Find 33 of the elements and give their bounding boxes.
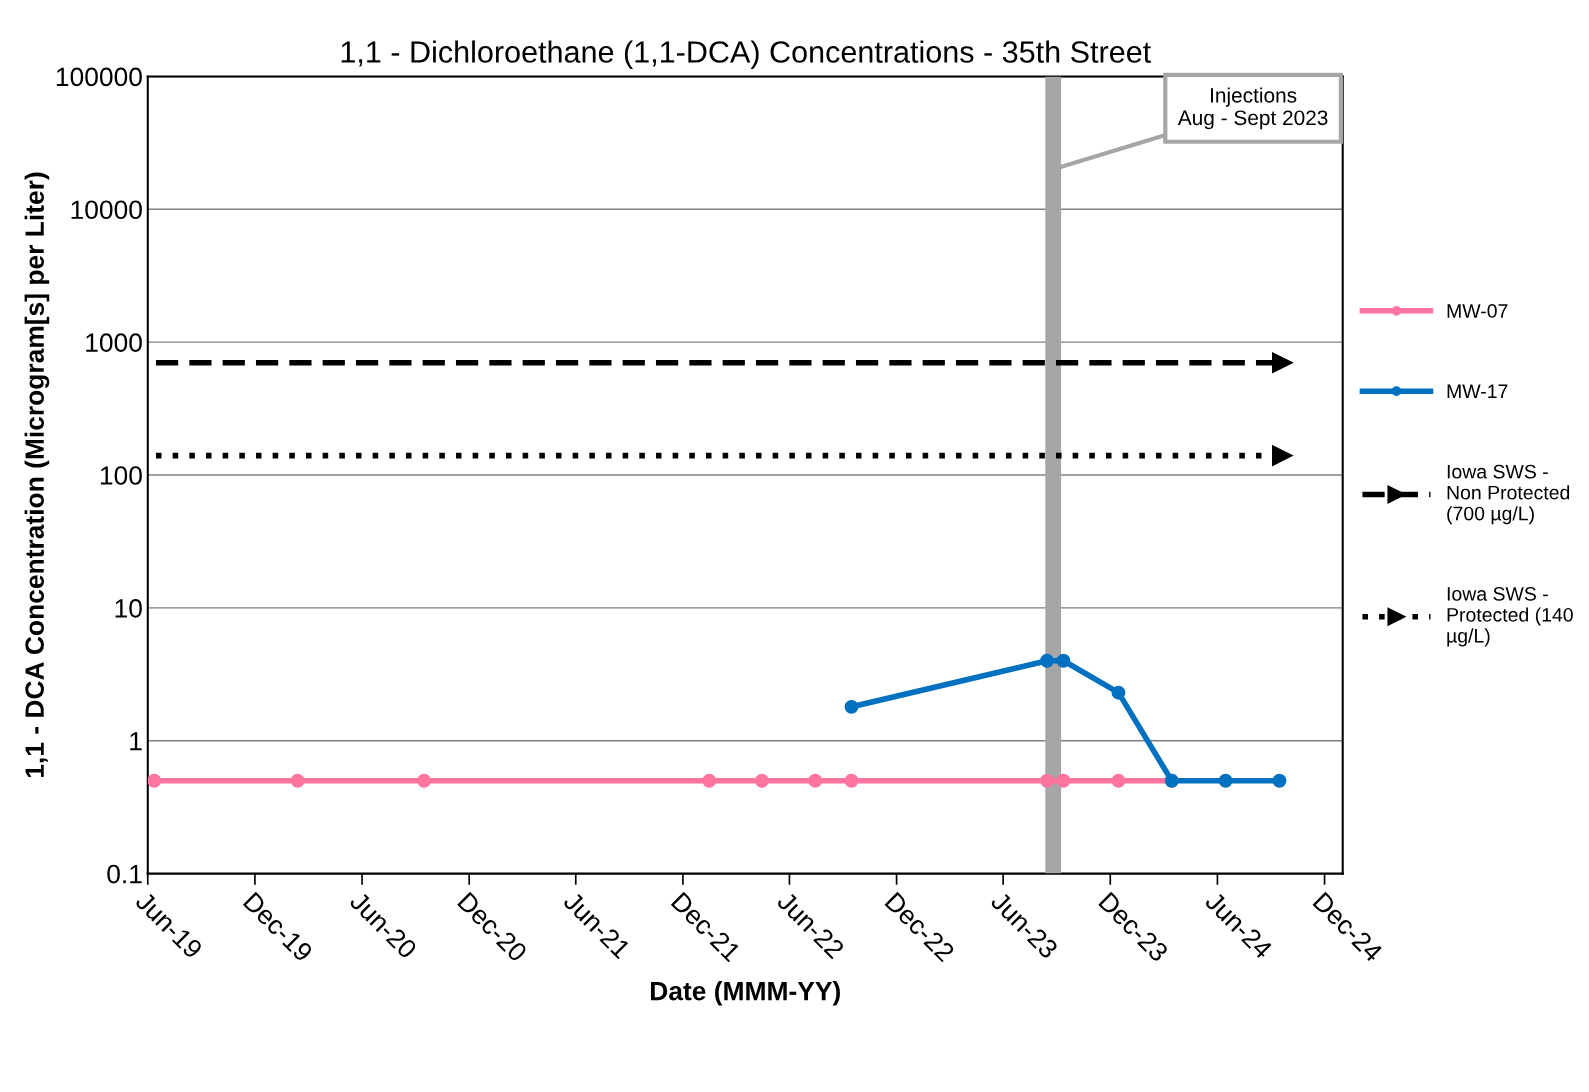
legend-label: MW-07 [1447,304,1508,318]
y-tick-label: 100 [100,466,142,485]
chart-title: 1,1 - Dichloroethane (1,1-DCA) Concentrations - 35th Street [341,40,1151,69]
band-label: Injections Aug - Sept 2023 [1177,87,1328,130]
point [1040,653,1054,668]
point [844,699,859,714]
y-tick-label: 10 [115,599,142,618]
point [1271,445,1293,467]
x-axis-title: Date (MMM-YY) [650,981,840,1006]
point [1271,352,1293,374]
point [754,773,769,788]
point [1272,773,1287,788]
y-tick-label: 0.1 [107,864,142,884]
y-tick-label: 100000 [56,67,142,87]
point [1040,773,1054,788]
legend-label: MW-17 [1447,384,1508,398]
legend-label: Iowa SWS - Non Protected (700 µg/L) [1447,464,1570,525]
point [1056,653,1071,668]
point [1111,773,1126,788]
y-tick-label: 10000 [71,200,142,220]
point [702,773,717,788]
point [417,773,432,788]
y-axis-title: 1,1 - DCA Concentration (Microgram[s] per Liter) [24,172,50,778]
point [1218,773,1233,788]
y-tick-label: 1000 [86,333,142,352]
y-tick-label: 1 [130,732,142,751]
point [1056,773,1071,788]
point [147,773,162,788]
point [844,773,859,788]
point [290,773,305,788]
legend-label: Iowa SWS - Protected (140 µg/L) [1447,586,1573,647]
point [808,773,823,788]
point [1111,685,1126,700]
